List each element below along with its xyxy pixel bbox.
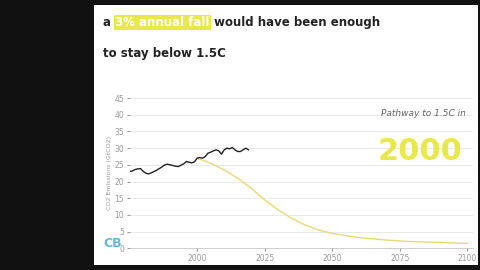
Text: CB: CB (103, 237, 122, 250)
Text: would have been enough: would have been enough (210, 16, 380, 29)
Text: 3% annual fall: 3% annual fall (115, 16, 210, 29)
Text: a: a (103, 16, 115, 29)
Text: Pathway to 1.5C in: Pathway to 1.5C in (381, 109, 466, 118)
Y-axis label: CO2 Emissions (GtCO2): CO2 Emissions (GtCO2) (107, 136, 111, 210)
Text: to stay below 1.5C: to stay below 1.5C (103, 47, 226, 60)
Text: 2000: 2000 (378, 137, 463, 166)
